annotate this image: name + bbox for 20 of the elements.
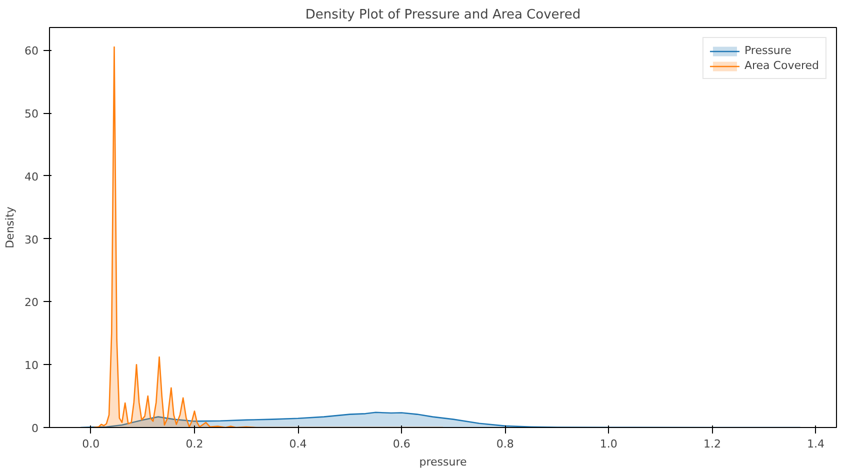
x-tick-label: 1.2 bbox=[703, 438, 721, 450]
y-tick-label: 60 bbox=[24, 44, 39, 58]
x-tick-label: 1.4 bbox=[807, 438, 825, 450]
x-tick-label: 0.0 bbox=[82, 438, 100, 450]
y-tick-label: 50 bbox=[24, 108, 39, 121]
x-tick-label: 1.0 bbox=[600, 438, 618, 450]
y-tick-label: 0 bbox=[32, 422, 38, 435]
legend-label: Area Covered bbox=[744, 59, 819, 72]
x-tick-label: 0.6 bbox=[392, 438, 410, 450]
y-tick-label: 40 bbox=[24, 170, 39, 184]
legend-label: Pressure bbox=[744, 44, 792, 57]
y-tick-label: 20 bbox=[24, 296, 39, 310]
x-tick-label: 0.8 bbox=[496, 438, 514, 450]
x-axis-title: pressure bbox=[419, 456, 467, 468]
x-tick-label: 0.2 bbox=[186, 438, 204, 450]
chart-title: Density Plot of Pressure and Area Covered bbox=[305, 8, 581, 22]
y-tick-label: 30 bbox=[24, 233, 39, 246]
y-tick-label: 10 bbox=[24, 359, 39, 372]
x-tick-label: 0.4 bbox=[289, 438, 307, 450]
y-axis-title: Density bbox=[4, 206, 17, 248]
